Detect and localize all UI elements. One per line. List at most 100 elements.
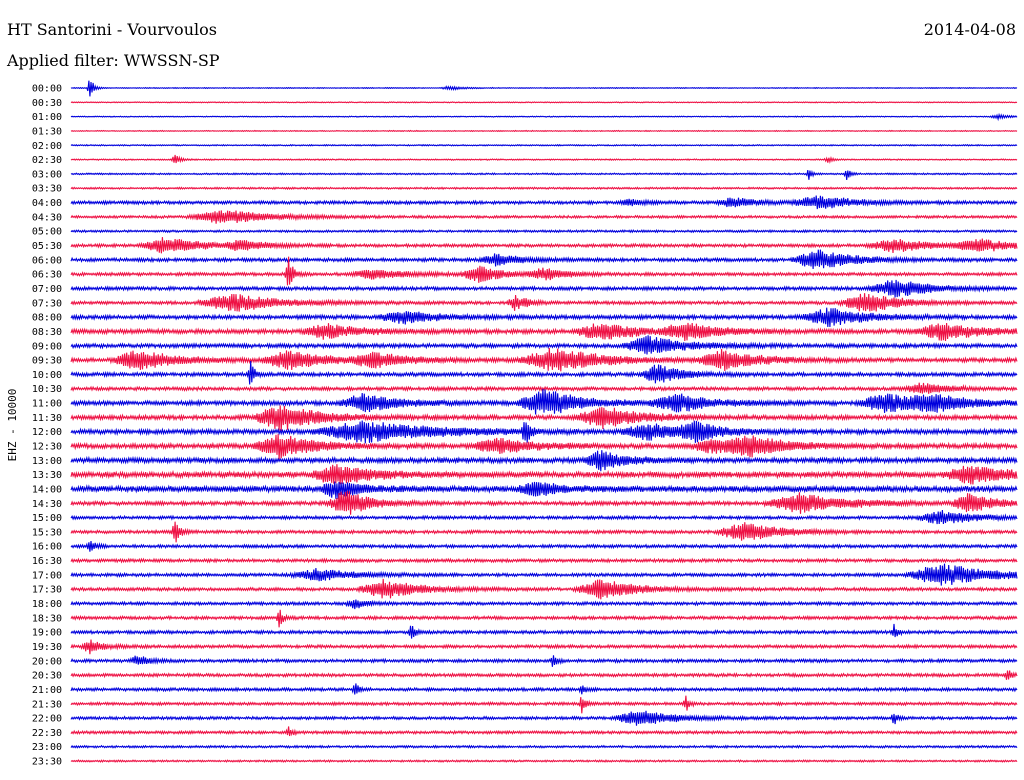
time-label: 10:30 (32, 384, 62, 395)
event-mark (628, 201, 630, 204)
event-mark (751, 445, 753, 447)
trace-line (70, 237, 1018, 254)
trace-line (70, 599, 1018, 610)
event-mark (893, 287, 895, 290)
event-mark (940, 330, 942, 333)
event-mark (288, 273, 290, 275)
trace-line (70, 322, 1018, 342)
event-mark (552, 359, 555, 361)
event-mark (742, 531, 744, 533)
event-mark (524, 431, 526, 433)
event-mark (89, 87, 91, 89)
trace-row-1900: 19:00 (32, 623, 1018, 639)
trace-row-0700: 07:00 (32, 279, 1018, 298)
event-mark (732, 201, 734, 204)
trace-line (70, 710, 1018, 726)
trace-line (70, 655, 1018, 667)
event-mark (581, 688, 583, 691)
time-label: 13:30 (32, 470, 62, 481)
trace-line (70, 405, 1018, 432)
trace-line (70, 481, 1018, 499)
trace-row-1630: 16:30 (32, 556, 1018, 567)
time-label: 14:00 (32, 484, 62, 495)
trace-line (70, 335, 1018, 355)
event-mark (893, 244, 895, 247)
event-mark (921, 388, 924, 390)
time-label: 03:30 (32, 184, 62, 195)
time-label: 07:00 (32, 284, 62, 295)
time-label: 11:30 (32, 413, 62, 424)
event-mark (136, 359, 138, 361)
trace-row-1130: 11:30 (32, 405, 1018, 432)
trace-line (70, 112, 1018, 122)
event-mark (600, 588, 602, 590)
event-mark (89, 545, 91, 547)
trace-line (70, 420, 1018, 444)
trace-row-1830: 18:30 (32, 609, 1018, 628)
trace-row-1030: 10:30 (32, 382, 1018, 395)
event-mark (543, 402, 545, 404)
trace-line (70, 186, 1018, 191)
event-mark (373, 273, 375, 275)
event-mark (940, 517, 942, 519)
event-mark (675, 402, 678, 404)
trace-row-0030: 00:30 (32, 98, 1018, 109)
time-label: 07:30 (32, 298, 62, 309)
trace-row-1230: 12:30 (32, 434, 1018, 460)
time-label: 01:30 (32, 126, 62, 137)
trace-line (70, 101, 1018, 104)
trace-row-1200: 12:00 (32, 420, 1018, 444)
trace-line (70, 229, 1018, 234)
event-mark (354, 602, 356, 605)
trace-row-0130: 01:30 (32, 126, 1018, 137)
event-mark (865, 302, 867, 304)
event-mark (581, 703, 583, 705)
trace-row-1430: 14:30 (32, 490, 1018, 515)
time-label: 01:00 (32, 112, 62, 123)
trace-line (70, 541, 1018, 552)
trace-row-0430: 04:30 (32, 210, 1018, 224)
trace-row-2300: 23:00 (32, 742, 1018, 753)
time-label: 05:30 (32, 241, 62, 252)
time-label: 17:00 (32, 570, 62, 581)
trace-row-0900: 09:00 (32, 335, 1018, 355)
time-label: 06:00 (32, 255, 62, 266)
trace-row-2230: 22:30 (32, 726, 1018, 739)
event-mark (278, 445, 280, 447)
time-label: 09:30 (32, 356, 62, 367)
event-mark (344, 502, 346, 504)
event-mark (893, 717, 895, 719)
trace-line (70, 578, 1018, 600)
event-mark (411, 631, 413, 633)
event-mark (969, 474, 971, 476)
event-mark (1006, 674, 1009, 676)
trace-line (70, 279, 1018, 298)
event-mark (600, 459, 602, 461)
event-mark (685, 330, 687, 333)
time-label: 22:30 (32, 728, 62, 739)
trace-row-2000: 20:00 (32, 655, 1018, 667)
trace-line (70, 293, 1018, 312)
trace-line (70, 307, 1018, 328)
time-label: 08:00 (32, 313, 62, 324)
time-label: 14:30 (32, 499, 62, 510)
time-label: 13:00 (32, 456, 62, 467)
trace-row-0500: 05:00 (32, 227, 1018, 238)
filter-label: Applied filter: WWSSN-SP (7, 51, 220, 70)
trace-line (70, 683, 1018, 695)
event-mark (335, 488, 337, 490)
trace-line (70, 169, 1018, 180)
time-label: 02:30 (32, 155, 62, 166)
event-mark (656, 373, 659, 375)
event-mark (278, 416, 280, 418)
trace-line (70, 347, 1018, 372)
trace-row-2330: 23:30 (32, 757, 1018, 768)
trace-line (70, 382, 1018, 394)
trace-row-1800: 18:00 (32, 599, 1018, 610)
trace-row-2100: 21:00 (32, 683, 1018, 696)
trace-row-0300: 03:00 (32, 169, 1018, 180)
event-mark (448, 87, 450, 89)
time-label: 23:30 (32, 757, 62, 768)
event-mark (373, 359, 375, 361)
